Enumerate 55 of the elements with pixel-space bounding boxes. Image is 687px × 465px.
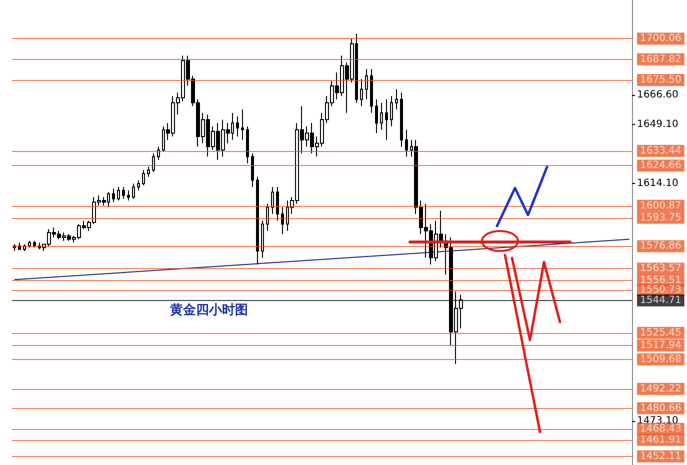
ref-line-label: 1480.66 <box>640 402 682 414</box>
candlestick <box>390 96 393 127</box>
candlestick <box>241 109 244 140</box>
y-tick-label: 1666.60 <box>637 90 678 101</box>
ref-line-label: 1700.06 <box>640 33 682 44</box>
candlestick <box>375 98 378 134</box>
candlestick <box>360 78 363 107</box>
ref-line-label: 1593.75 <box>640 212 682 224</box>
candlestick <box>370 68 373 114</box>
candlestick <box>152 152 155 172</box>
ref-line-label: 1517.94 <box>640 340 682 351</box>
ref-line-label: 1600.87 <box>640 200 682 212</box>
ref-line-label: 1550.73 <box>640 284 682 296</box>
candlestick <box>117 186 120 201</box>
candlestick <box>266 203 269 232</box>
ref-line-label: 1452.11 <box>640 450 682 462</box>
candlestick <box>127 190 130 201</box>
candlestick <box>33 240 36 248</box>
ref-line-label: 1461.91 <box>640 434 682 446</box>
candlestick <box>137 180 140 191</box>
candlestick <box>132 183 135 200</box>
candlestick <box>246 126 249 164</box>
ref-line-label: 1576.86 <box>640 240 682 252</box>
candlestick <box>28 240 31 248</box>
ref-line-label: 1509.68 <box>640 354 682 365</box>
candlestick <box>365 68 368 100</box>
candlestick <box>385 98 388 140</box>
candlestick <box>236 116 239 137</box>
candlestick <box>261 220 264 258</box>
candlestick <box>405 129 408 158</box>
candlestick <box>380 102 383 130</box>
candlestick <box>256 176 259 266</box>
ref-line-label: 1563.57 <box>640 263 682 274</box>
candlestick <box>400 92 403 148</box>
ref-line-label: 1525.45 <box>640 327 682 338</box>
candlestick <box>271 186 274 214</box>
candlestick <box>112 188 115 203</box>
candlestick <box>281 206 284 235</box>
ref-line-label: 1633.44 <box>640 145 682 156</box>
candlestick <box>395 88 398 110</box>
candlestick <box>157 146 160 161</box>
ref-line-label: 1556.51 <box>640 275 682 286</box>
ref-line-label: 1675.50 <box>640 74 682 86</box>
candlestick <box>142 170 145 186</box>
ref-line-label: 1544.71 <box>640 294 682 306</box>
y-tick-label: 1649.10 <box>637 119 678 130</box>
candlestick <box>276 186 279 222</box>
candlestick <box>147 166 150 178</box>
annotation: 黄金四小时图 <box>169 303 248 318</box>
ref-line-label: 1687.82 <box>640 54 682 65</box>
candlestick <box>122 186 125 200</box>
ref-line-label: 1492.22 <box>640 383 682 394</box>
ref-line-label: 1624.66 <box>640 160 682 172</box>
y-tick-label: 1614.10 <box>637 178 678 189</box>
candlestick <box>251 152 254 188</box>
